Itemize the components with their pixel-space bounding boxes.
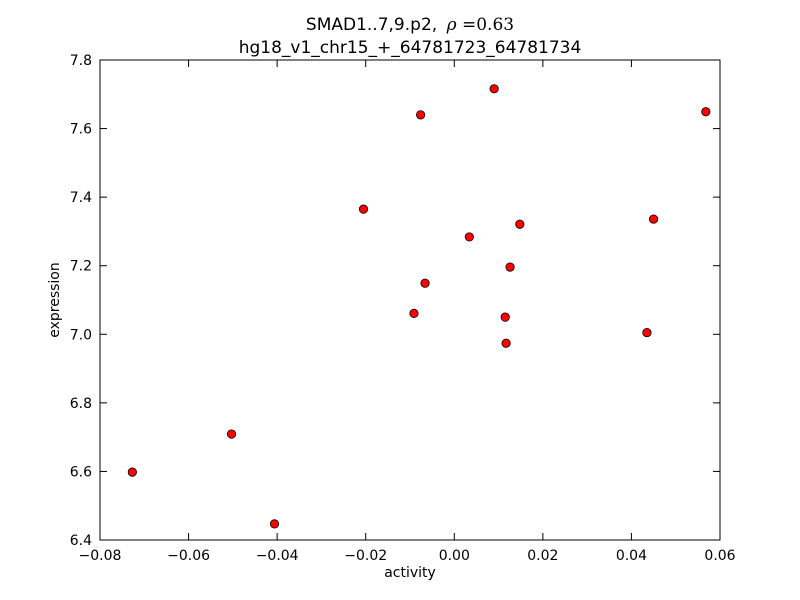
x-tick-label: 0.04	[616, 548, 647, 564]
data-point	[358, 204, 369, 214]
x-axis-label: activity	[384, 565, 436, 581]
data-point	[269, 519, 280, 529]
data-point	[489, 84, 499, 94]
chart-title-line1: SMAD1..7,9.p2, ρ =0.63	[306, 15, 514, 35]
data-point	[464, 232, 474, 242]
y-axis-ticks: 6.4 6.6 6.8 7.0 7.2 7.4 7.6 7.8	[70, 53, 720, 549]
y-tick-label: 7.6	[70, 122, 92, 138]
y-tick-label: 6.8	[70, 396, 92, 412]
x-axis-ticks: −0.08 −0.06 −0.04 −0.02 0.00 0.02 0.04 0.06	[79, 60, 736, 564]
data-point	[701, 107, 711, 117]
data-point	[515, 219, 525, 229]
y-tick-label: 7.8	[70, 53, 92, 69]
x-tick-label: 0.02	[527, 548, 558, 564]
data-point	[226, 429, 237, 439]
y-tick-label: 7.4	[70, 190, 92, 206]
data-point	[501, 338, 511, 348]
chart-title-line2: hg18_v1_chr15_+_64781723_64781734	[239, 38, 582, 58]
title-rho-value: =0.63	[462, 15, 514, 35]
x-tick-label: −0.06	[167, 548, 210, 564]
y-tick-label: 6.4	[70, 533, 92, 549]
y-tick-label: 7.2	[70, 259, 92, 275]
x-tick-label: 0.00	[439, 548, 470, 564]
x-tick-label: 0.06	[704, 548, 735, 564]
x-tick-label: −0.02	[344, 548, 387, 564]
plot-frame	[99, 59, 721, 541]
title-main-text: SMAD1..7,9.p2,	[306, 15, 437, 35]
y-axis-label: expression	[47, 262, 63, 338]
data-points	[127, 84, 711, 529]
y-tick-label: 6.6	[70, 464, 92, 480]
x-tick-label: −0.08	[79, 548, 122, 564]
data-point	[500, 312, 510, 322]
data-point	[505, 262, 515, 272]
x-tick-label: −0.04	[256, 548, 299, 564]
title-rho-symbol: ρ	[446, 15, 457, 35]
data-point	[409, 308, 419, 318]
data-point	[416, 110, 426, 120]
data-point	[127, 467, 137, 477]
data-point	[420, 278, 430, 288]
data-point	[648, 214, 659, 224]
y-tick-label: 7.0	[70, 327, 92, 343]
data-point	[642, 327, 652, 338]
